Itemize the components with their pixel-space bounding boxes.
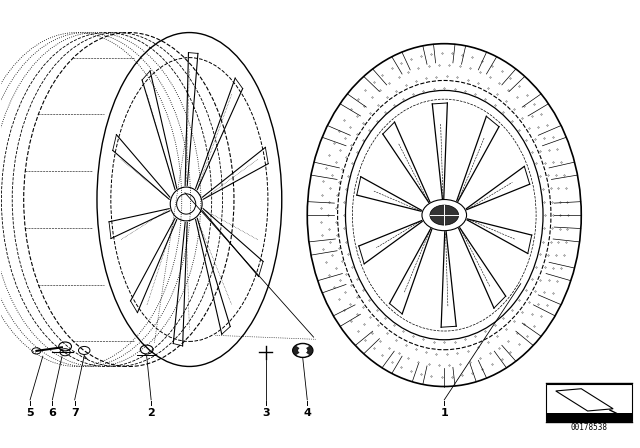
Text: 3: 3 <box>262 408 269 418</box>
Text: 2: 2 <box>147 408 155 418</box>
Text: 4: 4 <box>303 408 311 418</box>
Bar <box>546 413 632 421</box>
Wedge shape <box>296 344 309 350</box>
Text: 00178538: 00178538 <box>570 423 607 432</box>
Circle shape <box>430 205 459 225</box>
Text: 6: 6 <box>49 408 56 418</box>
Circle shape <box>292 343 313 358</box>
Wedge shape <box>296 350 309 357</box>
Ellipse shape <box>422 199 467 231</box>
Text: 1: 1 <box>440 408 448 418</box>
Bar <box>546 384 632 421</box>
Text: 7: 7 <box>71 408 79 418</box>
Text: 5: 5 <box>26 408 34 418</box>
Polygon shape <box>556 389 613 411</box>
Circle shape <box>298 347 308 354</box>
